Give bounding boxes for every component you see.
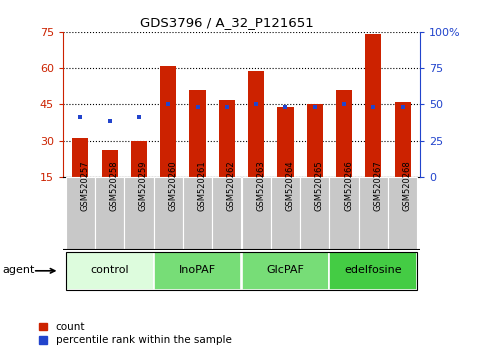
Bar bbox=[329, 252, 417, 290]
Bar bbox=[189, 90, 206, 177]
Point bbox=[311, 104, 319, 110]
Bar bbox=[66, 177, 95, 250]
Text: GSM520267: GSM520267 bbox=[373, 160, 383, 211]
Point bbox=[399, 104, 407, 110]
Bar bbox=[212, 177, 242, 250]
Bar bbox=[388, 177, 417, 250]
Bar bbox=[307, 104, 323, 177]
Text: GSM520263: GSM520263 bbox=[256, 160, 265, 211]
Text: GDS3796 / A_32_P121651: GDS3796 / A_32_P121651 bbox=[140, 16, 314, 29]
Bar bbox=[101, 150, 118, 177]
Bar bbox=[154, 177, 183, 250]
Point bbox=[106, 119, 114, 124]
Text: GSM520261: GSM520261 bbox=[198, 160, 207, 211]
Bar bbox=[248, 70, 264, 177]
Point bbox=[369, 104, 377, 110]
Text: InoPAF: InoPAF bbox=[179, 265, 216, 275]
Bar bbox=[395, 102, 411, 177]
Bar bbox=[242, 177, 271, 250]
Bar bbox=[300, 177, 329, 250]
Text: agent: agent bbox=[2, 265, 35, 275]
Text: GSM520264: GSM520264 bbox=[285, 160, 295, 211]
Text: GSM520257: GSM520257 bbox=[80, 160, 89, 211]
Point bbox=[252, 102, 260, 107]
Point bbox=[164, 102, 172, 107]
Point bbox=[135, 114, 143, 119]
Text: GSM520260: GSM520260 bbox=[168, 160, 177, 211]
Point bbox=[223, 104, 231, 110]
Bar bbox=[183, 177, 212, 250]
Bar bbox=[124, 177, 154, 250]
Point bbox=[76, 114, 84, 119]
Point bbox=[282, 104, 289, 110]
Text: GSM520268: GSM520268 bbox=[403, 160, 412, 211]
Bar bbox=[160, 66, 176, 177]
Legend: count, percentile rank within the sample: count, percentile rank within the sample bbox=[39, 322, 231, 345]
Bar bbox=[271, 177, 300, 250]
Text: GSM520258: GSM520258 bbox=[110, 160, 119, 211]
Bar bbox=[72, 138, 88, 177]
Text: control: control bbox=[90, 265, 129, 275]
Bar bbox=[365, 34, 382, 177]
Text: GSM520265: GSM520265 bbox=[315, 160, 324, 211]
Text: GSM520262: GSM520262 bbox=[227, 160, 236, 211]
Bar bbox=[336, 90, 352, 177]
Bar bbox=[277, 107, 294, 177]
Text: GSM520259: GSM520259 bbox=[139, 160, 148, 211]
Text: GSM520266: GSM520266 bbox=[344, 160, 353, 211]
Point bbox=[194, 104, 201, 110]
Bar bbox=[219, 99, 235, 177]
Point bbox=[340, 102, 348, 107]
Bar bbox=[359, 177, 388, 250]
Bar bbox=[242, 252, 329, 290]
Bar bbox=[95, 177, 124, 250]
Bar bbox=[329, 177, 359, 250]
Bar bbox=[154, 252, 242, 290]
Text: edelfosine: edelfosine bbox=[344, 265, 402, 275]
Bar bbox=[131, 141, 147, 177]
Bar bbox=[66, 252, 154, 290]
Text: GlcPAF: GlcPAF bbox=[267, 265, 304, 275]
